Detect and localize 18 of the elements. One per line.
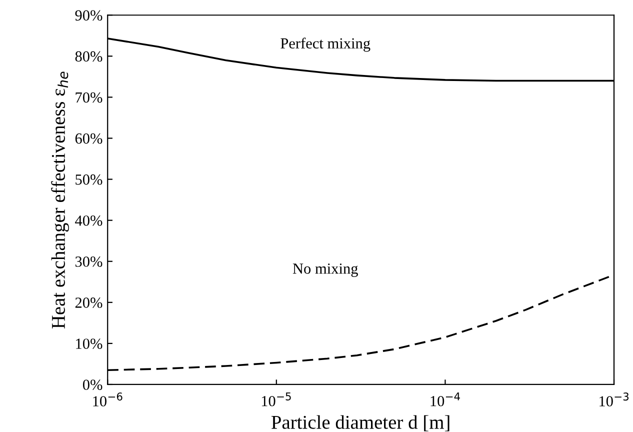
x-tick-label: 10$^{−5}$ [262,392,291,406]
y-tick-label: 70% [76,92,102,103]
y-tick-label: 0% [82,380,102,390]
y-tick-label: 60% [75,133,102,144]
y-tick-label: 80% [75,51,102,62]
y-tick-label: 90% [75,10,102,21]
y-tick-label: 30% [75,256,102,267]
y-tick-label: 10% [76,338,102,349]
y-tick-label: 20% [75,298,102,308]
annotation: Perfect mixing [280,38,370,52]
y-axis-title: Heat exchanger effectiveness ε$_{he}$ [51,72,69,329]
x-axis-title: Particle diameter d [m] [271,415,450,432]
x-tick-label: 10$^{−3}$ [600,392,629,406]
annotation: No mixing [292,263,358,277]
x-tick-label: 10$^{−4}$ [430,392,460,406]
y-tick-label: 40% [75,215,102,226]
x-tick-label: 10$^{−6}$ [93,392,122,406]
y-tick-label: 50% [76,174,102,185]
